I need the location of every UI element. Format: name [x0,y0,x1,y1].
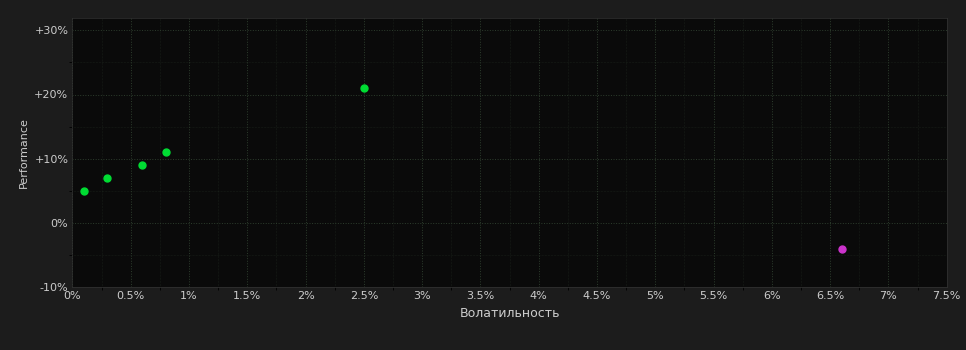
Point [356,85,372,91]
Point [834,246,849,251]
Point [76,188,92,194]
Point [134,162,150,168]
X-axis label: Волатильность: Волатильность [459,307,560,320]
Point [158,149,174,155]
Point [99,175,115,181]
Y-axis label: Performance: Performance [18,117,29,188]
